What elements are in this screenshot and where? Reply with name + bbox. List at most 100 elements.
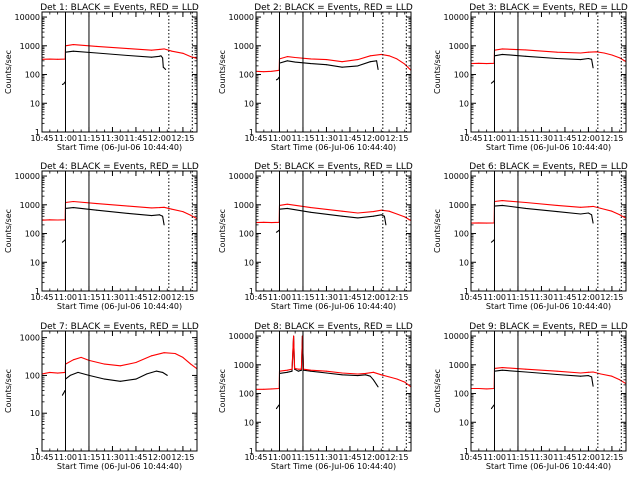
y-tick-label: 10 bbox=[459, 99, 469, 108]
data-point-lld bbox=[380, 53, 382, 55]
y-tick-label: 100 bbox=[25, 230, 40, 239]
data-point-lld bbox=[310, 58, 312, 60]
x-tick-label: 10:45 bbox=[459, 293, 482, 302]
data-point-events bbox=[310, 211, 312, 213]
data-point-lld bbox=[369, 55, 371, 57]
x-tick-label: 10:45 bbox=[459, 453, 482, 462]
data-point-lld bbox=[190, 214, 192, 216]
data-point-lld bbox=[286, 56, 288, 58]
data-point-lld bbox=[619, 379, 621, 381]
x-tick-label: 11:00 bbox=[483, 134, 506, 143]
data-point-events bbox=[165, 69, 167, 70]
data-point-events bbox=[151, 215, 153, 217]
data-point-events bbox=[63, 392, 65, 394]
chart-title: Det 2: BLACK = Events, RED = LLD bbox=[254, 3, 413, 13]
series-line-events bbox=[494, 204, 594, 224]
data-point-events bbox=[63, 240, 65, 242]
data-point-lld bbox=[587, 51, 589, 53]
data-point-lld bbox=[171, 208, 173, 210]
data-point-lld bbox=[271, 222, 273, 224]
data-point-events bbox=[166, 374, 168, 376]
data-point-events bbox=[580, 59, 582, 61]
data-point-events bbox=[369, 61, 371, 63]
data-point-lld bbox=[135, 362, 137, 363]
x-tick-label: 11:15 bbox=[506, 293, 529, 302]
data-point-events bbox=[556, 58, 558, 59]
data-point-lld bbox=[600, 373, 602, 375]
x-tick-label: 12:00 bbox=[577, 453, 600, 462]
data-point-lld bbox=[580, 206, 582, 208]
data-point-lld bbox=[592, 371, 594, 373]
data-point-lld bbox=[357, 59, 359, 61]
data-point-lld bbox=[478, 388, 480, 389]
data-point-events bbox=[275, 79, 277, 81]
data-point-events bbox=[587, 375, 589, 377]
x-tick-label: 11:45 bbox=[124, 134, 147, 143]
y-tick-label: 10000 bbox=[229, 332, 254, 341]
data-point-events bbox=[592, 67, 594, 69]
chart-title: Det 9: BLACK = Events, RED = LLD bbox=[469, 322, 628, 332]
chart-title: Det 1: BLACK = Events, RED = LLD bbox=[40, 3, 199, 13]
data-point-lld bbox=[151, 49, 153, 51]
data-point-events bbox=[146, 373, 148, 375]
x-axis-label: Start Time (06-Jul-06 10:44:40) bbox=[271, 462, 396, 471]
x-tick-label: 11:15 bbox=[77, 293, 100, 302]
x-tick-label: 11:45 bbox=[553, 293, 576, 302]
data-point-lld bbox=[611, 210, 613, 212]
x-tick-label: 11:30 bbox=[315, 453, 338, 462]
data-point-lld bbox=[478, 222, 480, 224]
data-point-lld bbox=[300, 368, 302, 370]
x-tick-label: 11:15 bbox=[291, 134, 314, 143]
series-group bbox=[256, 53, 411, 81]
y-tick-label: 1 bbox=[464, 128, 469, 137]
x-tick-label: 11:30 bbox=[101, 134, 124, 143]
data-point-lld bbox=[556, 370, 558, 372]
y-axis-label: Counts/sec bbox=[433, 369, 442, 413]
data-point-lld bbox=[556, 204, 558, 206]
data-point-events bbox=[162, 215, 164, 217]
data-point-lld bbox=[388, 210, 390, 212]
chart-panel-3: Det 3: BLACK = Events, RED = LLD Counts/s… bbox=[433, 3, 628, 152]
x-tick-label: 11:45 bbox=[338, 453, 361, 462]
x-tick-label: 11:00 bbox=[54, 453, 77, 462]
x-axis-label: Start Time (06-Jul-06 10:44:40) bbox=[486, 302, 611, 311]
x-tick-label: 12:15 bbox=[600, 134, 623, 143]
data-point-lld bbox=[396, 58, 398, 60]
data-point-lld bbox=[49, 371, 51, 373]
data-point-lld bbox=[182, 211, 184, 213]
data-point-events bbox=[72, 207, 74, 209]
data-point-lld bbox=[57, 219, 59, 221]
data-point-lld bbox=[80, 356, 82, 358]
data-point-events bbox=[300, 369, 302, 371]
y-tick-label: 100 bbox=[454, 230, 469, 239]
x-tick-label: 12:00 bbox=[362, 293, 385, 302]
data-point-lld bbox=[603, 52, 605, 54]
data-point-lld bbox=[592, 205, 594, 207]
data-point-events bbox=[372, 379, 374, 381]
series-group bbox=[471, 367, 626, 410]
data-point-lld bbox=[171, 50, 173, 52]
series-group bbox=[471, 200, 626, 243]
chart-title: Det 7: BLACK = Events, RED = LLD bbox=[40, 322, 199, 332]
data-point-lld bbox=[182, 52, 184, 54]
series-line-events bbox=[65, 370, 168, 382]
x-tick-label: 11:30 bbox=[315, 134, 338, 143]
y-tick-label: 1000 bbox=[20, 334, 40, 343]
x-tick-label: 12:15 bbox=[171, 453, 194, 462]
data-point-events bbox=[587, 212, 589, 214]
x-axis-label: Start Time (06-Jul-06 10:44:40) bbox=[57, 462, 182, 471]
data-point-lld bbox=[310, 207, 312, 209]
data-point-lld bbox=[525, 202, 527, 203]
data-point-events bbox=[151, 56, 153, 58]
y-tick-label: 100 bbox=[454, 390, 469, 399]
y-tick-label: 10000 bbox=[229, 172, 254, 181]
x-tick-label: 12:00 bbox=[362, 453, 385, 462]
x-tick-label: 11:00 bbox=[268, 453, 291, 462]
data-point-lld bbox=[127, 48, 129, 50]
data-point-events bbox=[369, 375, 371, 377]
data-point-events bbox=[525, 55, 527, 57]
x-tick-label: 12:15 bbox=[600, 293, 623, 302]
x-tick-label: 12:00 bbox=[148, 453, 171, 462]
data-point-lld bbox=[619, 214, 621, 216]
